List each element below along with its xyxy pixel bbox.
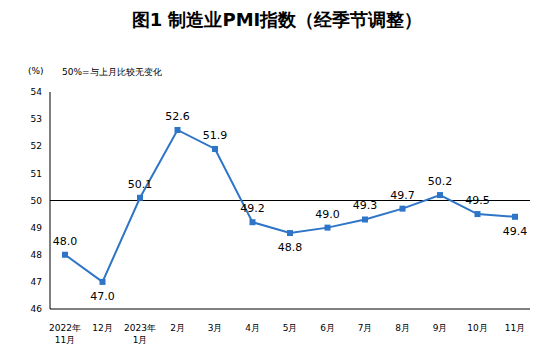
svg-text:7月: 7月	[358, 323, 373, 333]
html-text:50%=与上月比较无变化: 50%=与上月比较无变化	[62, 67, 162, 77]
svg-text:48.8: 48.8	[278, 241, 303, 254]
svg-text:4月: 4月	[245, 323, 260, 333]
svg-text:3月: 3月	[208, 323, 223, 333]
svg-text:10月: 10月	[467, 323, 487, 333]
svg-text:48: 48	[31, 250, 43, 260]
svg-text:11月: 11月	[505, 323, 525, 333]
svg-text:50.1: 50.1	[128, 178, 153, 191]
svg-text:47: 47	[31, 277, 42, 287]
svg-text:2022年: 2022年	[49, 323, 81, 333]
svg-text:6月: 6月	[320, 323, 335, 333]
svg-text:48.0: 48.0	[53, 235, 78, 248]
svg-text:11月: 11月	[55, 335, 75, 345]
svg-text:49.7: 49.7	[390, 189, 415, 202]
svg-text:5月: 5月	[283, 323, 298, 333]
svg-text:51.9: 51.9	[203, 129, 228, 142]
svg-text:46: 46	[31, 304, 43, 314]
svg-text:50: 50	[31, 196, 43, 206]
svg-text:51: 51	[31, 169, 42, 179]
svg-text:52.6: 52.6	[165, 110, 190, 123]
svg-text:49.4: 49.4	[503, 225, 528, 238]
svg-text:54: 54	[31, 87, 43, 97]
svg-text:49.5: 49.5	[465, 194, 490, 207]
svg-text:52: 52	[31, 141, 42, 151]
svg-text:8月: 8月	[395, 323, 410, 333]
svg-text:2023年: 2023年	[124, 323, 156, 333]
svg-text:49.0: 49.0	[315, 208, 340, 221]
svg-text:9月: 9月	[433, 323, 448, 333]
svg-text:50.2: 50.2	[428, 175, 453, 188]
svg-text:47.0: 47.0	[90, 290, 115, 303]
svg-text:12月: 12月	[92, 323, 112, 333]
svg-text:49.3: 49.3	[353, 199, 378, 212]
svg-text:49: 49	[31, 223, 43, 233]
svg-text:2月: 2月	[170, 323, 185, 333]
html-text:图1 制造业PMI指数（经季节调整）: 图1 制造业PMI指数（经季节调整）	[131, 9, 423, 30]
svg-text:1月: 1月	[133, 335, 148, 345]
svg-text:53: 53	[31, 114, 42, 124]
svg-text:49.2: 49.2	[240, 202, 265, 215]
